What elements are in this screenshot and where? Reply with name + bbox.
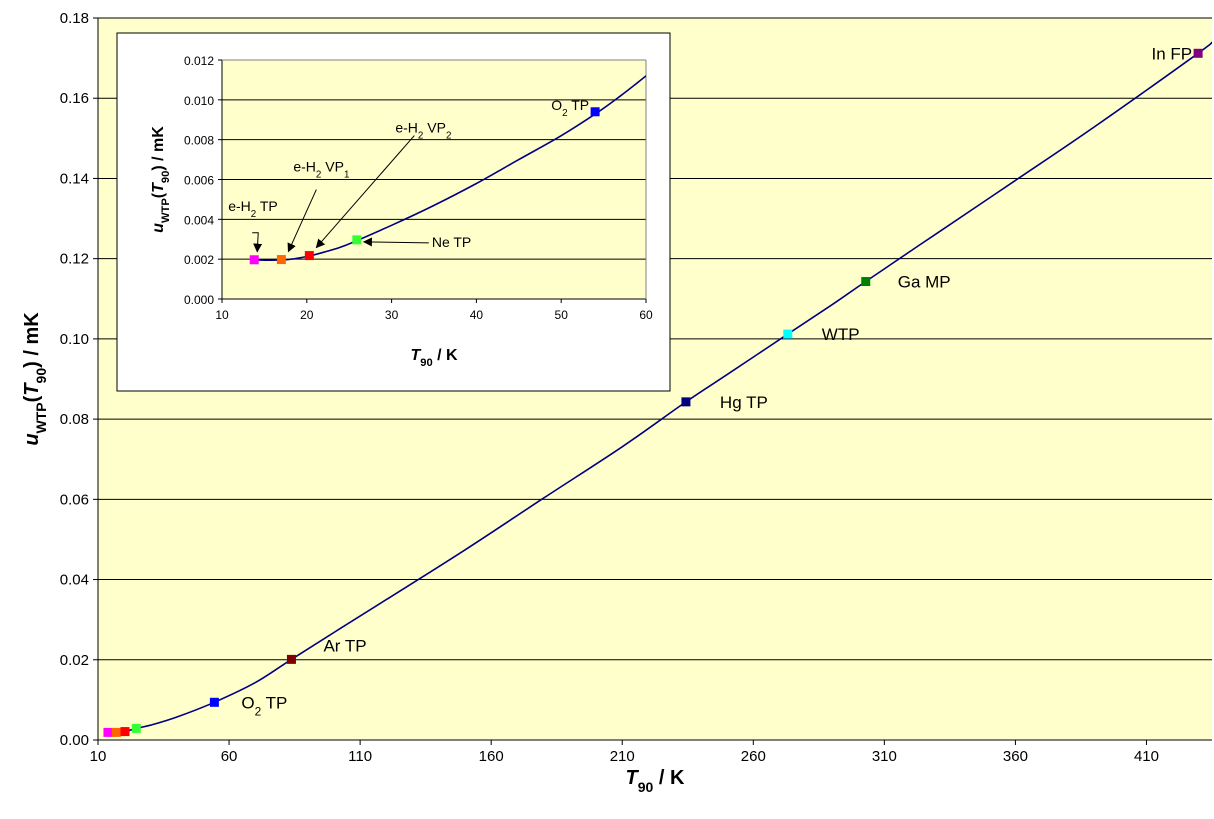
main-y-tick-label: 0.14 — [60, 170, 89, 187]
main-y-tick-label: 0.16 — [60, 90, 89, 107]
inset-y-tick-label: 0.004 — [184, 213, 214, 227]
inset-x-axis-title: T90 / K — [410, 347, 458, 369]
main-data-point — [111, 727, 121, 737]
main-data-point — [783, 329, 793, 339]
inset-point-label: e-H2 TP — [228, 198, 278, 220]
inset-x-tick-label: 10 — [215, 308, 229, 322]
inset-y-tick-label: 0.010 — [184, 94, 214, 108]
inset-y-axis-title: uWTP(T90) / mK — [150, 126, 172, 233]
inset-data-point — [249, 255, 259, 265]
main-x-tick-label: 210 — [610, 748, 635, 765]
inset-x-tick-label: 20 — [300, 308, 314, 322]
main-y-tick-label: 0.00 — [60, 732, 89, 749]
main-fit-curve — [108, 41, 1212, 733]
main-data-point — [131, 723, 141, 733]
inset-x-tick-label: 40 — [470, 308, 484, 322]
main-y-tick-label: 0.04 — [60, 572, 89, 589]
main-point-label: Ar TP — [323, 636, 366, 655]
main-point-label: Ga MP — [898, 273, 951, 292]
inset-x-tick-label: 30 — [385, 308, 399, 322]
inset-callout-arrow — [362, 237, 429, 247]
main-point-label: WTP — [822, 325, 860, 344]
inset-x-tick-label: 50 — [555, 308, 569, 322]
inset-data-point — [352, 235, 362, 245]
inset-callout-arrow — [287, 189, 317, 253]
main-y-tick-label: 0.12 — [60, 251, 89, 268]
inset-y-tick-label: 0.002 — [184, 253, 214, 267]
main-data-point — [681, 397, 691, 407]
main-x-tick-label: 60 — [221, 748, 238, 765]
main-x-tick-label: 260 — [741, 748, 766, 765]
main-x-tick-label: 410 — [1134, 748, 1159, 765]
main-y-tick-label: 0.06 — [60, 491, 89, 508]
main-data-point — [120, 727, 130, 737]
inset-y-tick-label: 0.006 — [184, 174, 214, 188]
main-y-tick-label: 0.08 — [60, 411, 89, 428]
inset-point-label: e-H2 VP2 — [395, 120, 451, 142]
main-x-tick-label: 10 — [90, 748, 107, 765]
main-y-tick-label: 0.02 — [60, 652, 89, 669]
main-x-axis-title: T90 / K — [626, 767, 685, 795]
main-point-label: O2 TP — [241, 693, 287, 718]
main-y-axis-title: uWTP(T90) / mK — [21, 312, 49, 446]
inset-data-point — [590, 107, 600, 117]
main-x-tick-label: 160 — [479, 748, 504, 765]
inset-data-point — [276, 255, 286, 265]
main-data-point — [286, 654, 296, 664]
main-data-point — [861, 277, 871, 287]
main-point-label: Hg TP — [720, 393, 768, 412]
inset-callout-arrow — [252, 232, 263, 253]
main-y-tick-label: 0.10 — [60, 331, 89, 348]
inset-callout-arrow — [315, 135, 415, 249]
inset-chart: 0.000 0.002 0.004 0.006 0.008 0.010 0.012 10 20 3… — [116, 32, 671, 392]
main-y-tick-label: 0.18 — [60, 10, 89, 27]
inset-point-label: O2 TP — [551, 97, 589, 119]
inset-point-label: Ne TP — [432, 234, 471, 250]
main-x-tick-label: 310 — [872, 748, 897, 765]
main-x-tick-label: 110 — [348, 748, 372, 765]
inset-x-tick-label: 60 — [639, 308, 653, 322]
inset-y-tick-label: 0.000 — [184, 293, 214, 307]
inset-data-point — [304, 251, 314, 261]
inset-y-tick-label: 0.008 — [184, 134, 214, 148]
inset-point-label: e-H2 VP1 — [293, 159, 349, 181]
main-x-tick-label: 360 — [1003, 748, 1028, 765]
main-data-point — [209, 697, 219, 707]
main-data-point — [103, 727, 113, 737]
main-point-label: In FP — [1151, 44, 1192, 63]
main-data-point — [1193, 48, 1203, 58]
inset-y-tick-label: 0.012 — [184, 54, 214, 68]
